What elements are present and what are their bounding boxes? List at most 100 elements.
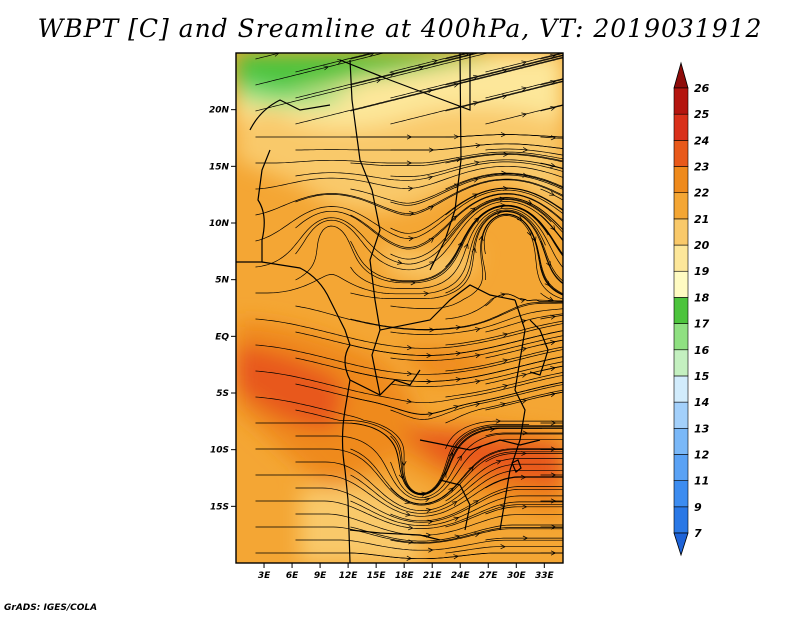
streamline-arrow <box>550 225 556 231</box>
streamline-arrow <box>453 554 460 560</box>
x-tick-label: 18E <box>395 571 415 581</box>
streamline-arrow <box>473 177 479 183</box>
streamline-arrow <box>423 291 430 297</box>
streamline <box>445 293 563 320</box>
streamline-arrow <box>474 532 481 538</box>
streamline <box>390 213 563 309</box>
colorbar-swatch <box>673 323 689 351</box>
streamline-arrow <box>453 516 460 522</box>
streamline-arrow <box>455 325 462 330</box>
colorbar-label: 22 <box>694 187 710 200</box>
grads-credit: GrADS: IGES/COLA <box>4 603 98 613</box>
colorbar-label: 14 <box>694 396 709 409</box>
streamline-arrow <box>502 383 509 389</box>
streamline-arrow <box>337 58 343 64</box>
streamline-arrow <box>406 345 413 351</box>
coastlines-borders <box>236 53 549 563</box>
streamline-arrow <box>429 261 435 267</box>
field-south <box>300 486 420 563</box>
streamline <box>390 449 563 505</box>
streamline <box>350 330 563 356</box>
streamline-arrow <box>475 353 481 359</box>
x-tick-label: 21E <box>423 571 443 581</box>
streamline-arrow <box>499 504 506 510</box>
streamline-arrow <box>448 487 454 493</box>
x-tick-label: 9E <box>314 571 327 581</box>
field-north-band <box>236 53 500 92</box>
streamline <box>350 153 563 166</box>
plot-area <box>236 53 563 563</box>
streamline-arrow <box>521 86 528 92</box>
streamline-arrow <box>521 60 528 66</box>
streamline <box>350 495 563 526</box>
streamline-arrow <box>448 451 454 458</box>
streamline <box>445 154 563 164</box>
streamline <box>255 526 563 543</box>
streamline-arrow <box>474 402 481 407</box>
streamline-arrow <box>474 160 480 166</box>
x-tick-label: 15E <box>367 571 387 581</box>
streamline-arrow <box>468 466 474 472</box>
colorbar-label: 9 <box>694 501 702 514</box>
streamline-arrow <box>472 74 479 80</box>
streamline <box>483 215 563 300</box>
streamline-arrow <box>427 547 434 553</box>
streamline <box>390 205 563 282</box>
streamline-arrow <box>500 292 507 298</box>
colorbar-swatch <box>673 166 689 194</box>
streamline-arrow <box>397 259 403 265</box>
streamlines <box>255 53 563 561</box>
colorbar-top-arrow <box>673 61 689 89</box>
y-tick-label: 10N <box>209 219 230 229</box>
chart-svg: 3E 6E 9E 12E 15E 18E 21E 24E 27E 30E 33E 20N 15N 10N… <box>209 52 710 581</box>
colorbar-swatch <box>673 87 689 115</box>
colorbar-label: 24 <box>694 134 709 147</box>
streamline-arrow <box>408 211 415 216</box>
streamline <box>295 539 563 551</box>
y-tick-label: 15N <box>209 162 230 172</box>
streamline <box>350 524 563 542</box>
streamline-arrow <box>425 532 432 538</box>
streamline-arrow <box>454 534 461 540</box>
streamline-arrow <box>451 501 458 506</box>
colorbar-label: 21 <box>694 213 709 226</box>
streamline-arrow <box>473 500 479 505</box>
streamline <box>295 487 563 523</box>
streamline <box>350 422 563 496</box>
streamline-arrow <box>428 237 435 243</box>
colorbar-label: 25 <box>694 108 710 121</box>
streamline-arrow <box>503 151 509 157</box>
streamline-arrow <box>500 132 507 138</box>
colorbar-label: 12 <box>694 448 710 461</box>
streamline-arrow <box>375 78 382 84</box>
streamline-arrow <box>472 100 479 106</box>
colorbar-swatch <box>673 427 689 455</box>
streamline-arrow <box>455 351 462 356</box>
streamline-arrow <box>451 215 458 221</box>
streamline-arrow <box>429 327 435 333</box>
streamline <box>295 179 563 216</box>
y-tick-label: 5N <box>215 276 229 286</box>
y-axis: 20N 15N 10N 5N EQ 5S 10S 15S <box>209 106 236 512</box>
streamline-arrow <box>521 372 528 378</box>
streamline <box>295 56 563 125</box>
streamline-arrow <box>550 105 556 111</box>
streamline-arrow <box>500 402 506 408</box>
streamline-arrow <box>475 379 481 385</box>
streamline-arrow <box>550 135 557 141</box>
streamline <box>350 356 563 382</box>
streamline <box>295 302 563 331</box>
streamline-arrow <box>502 358 509 364</box>
streamline <box>445 458 563 502</box>
streamline-arrow <box>522 147 529 153</box>
colorbar-swatch <box>673 401 689 429</box>
colorbar-label: 19 <box>694 265 710 278</box>
x-tick-label: 27E <box>479 571 499 581</box>
streamline-arrow <box>549 191 555 196</box>
streamline-arrow <box>475 327 481 333</box>
colorbar-swatch <box>673 297 689 324</box>
streamline-arrow <box>501 94 508 100</box>
streamline-arrow <box>453 82 459 88</box>
streamline-arrow <box>432 58 438 64</box>
streamline-arrow <box>520 319 527 324</box>
